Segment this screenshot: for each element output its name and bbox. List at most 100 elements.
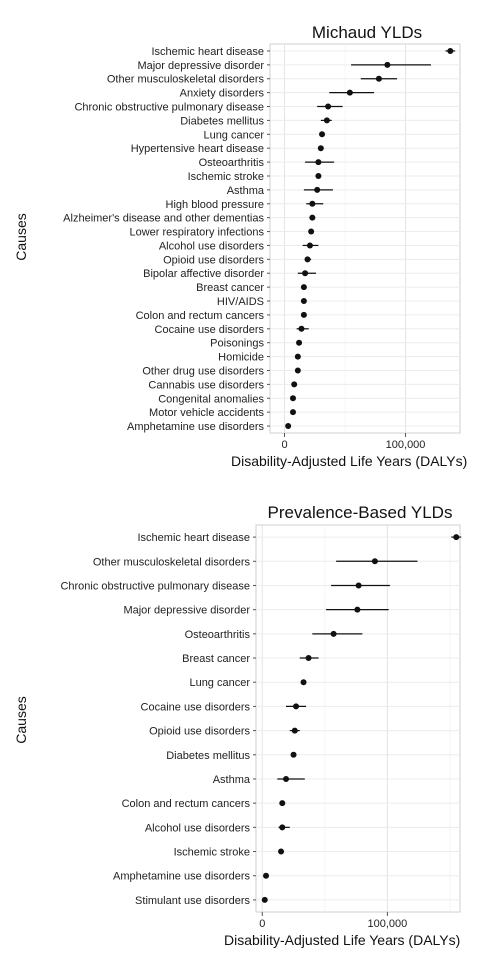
michaud-category-label: Cocaine use disorders (155, 324, 265, 336)
prevalence-category-label: Major depressive disorder (123, 605, 250, 617)
michaud-data-point (300, 284, 307, 291)
michaud-data-point (296, 339, 303, 346)
michaud-data-point (306, 242, 313, 249)
michaud-category-label: Diabetes mellitus (180, 115, 264, 127)
prevalence-data-point (305, 655, 312, 662)
michaud-y-axis-title: Causes (13, 213, 29, 260)
prevalence-chart-title: Prevalence-Based YLDs (268, 503, 453, 522)
prevalence-data-point (291, 727, 298, 734)
michaud-category-label: Asthma (227, 185, 265, 197)
michaud-x-axis-title: Disability-Adjusted Life Years (DALYs) (231, 453, 467, 469)
michaud-data-point (298, 325, 305, 332)
michaud-data-point (304, 256, 311, 263)
michaud-data-point (317, 145, 324, 152)
michaud-category-label: Anxiety disorders (180, 88, 265, 100)
prevalence-data-point (290, 751, 297, 758)
prevalence-category-label: Asthma (213, 774, 251, 786)
prevalence-category-label: Colon and rectum cancers (122, 798, 251, 810)
michaud-category-label: Breast cancer (196, 282, 264, 294)
prevalence-category-label: Stimulant use disorders (135, 895, 250, 907)
michaud-category-label: Chronic obstructive pulmonary disease (74, 102, 264, 114)
michaud-category-label: Major depressive disorder (137, 60, 264, 72)
michaud-data-point (314, 186, 321, 193)
michaud-category-label: Alzheimer's disease and other dementias (63, 213, 264, 225)
michaud-data-point (323, 117, 330, 124)
michaud-category-label: Osteoarthritis (199, 157, 265, 169)
prevalence-plot-panel (255, 524, 461, 913)
prevalence-x-tick-label: 0 (259, 918, 265, 930)
prevalence-x-axis-title: Disability-Adjusted Life Years (DALYs) (224, 932, 460, 948)
michaud-category-label: Homicide (218, 352, 264, 364)
michaud-data-point (302, 270, 309, 277)
michaud-data-point (309, 214, 316, 221)
prevalence-data-point (453, 534, 460, 541)
michaud-chart: Michaud YLDs Causes Disability-Adjusted … (13, 23, 467, 469)
prevalence-data-point (371, 558, 378, 565)
michaud-category-label: Ischemic heart disease (152, 46, 265, 58)
prevalence-data-point (279, 824, 286, 831)
prevalence-category-label: Opioid use disorders (149, 726, 250, 738)
prevalence-category-label: Ischemic stroke (174, 847, 250, 859)
michaud-data-point (300, 311, 307, 318)
michaud-category-label: Alcohol use disorders (159, 240, 265, 252)
michaud-data-point (384, 61, 391, 68)
michaud-data-point (308, 228, 315, 235)
michaud-data-point (325, 103, 332, 110)
michaud-data-point (289, 409, 296, 416)
prevalence-category-label: Breast cancer (182, 653, 250, 665)
prevalence-category-label: Alcohol use disorders (145, 822, 251, 834)
prevalence-category-label: Ischemic heart disease (138, 532, 251, 544)
michaud-category-label: Bipolar affective disorder (143, 268, 264, 280)
prevalence-data-point (279, 800, 286, 807)
michaud-data-point (319, 131, 326, 138)
michaud-category-label: Other drug use disorders (142, 365, 264, 377)
michaud-data-point (289, 395, 296, 402)
prevalence-category-label: Chronic obstructive pulmonary disease (60, 580, 250, 592)
michaud-data-point (346, 89, 353, 96)
michaud-data-point (309, 200, 316, 207)
prevalence-data-point (300, 679, 307, 686)
michaud-category-label: Poisonings (210, 338, 264, 350)
michaud-category-label: HIV/AIDS (217, 296, 264, 308)
prevalence-category-label: Osteoarthritis (185, 629, 251, 641)
michaud-x-tick-label: 0 (281, 439, 287, 451)
michaud-category-label: Congenital anomalies (158, 393, 264, 405)
prevalence-data-point (293, 703, 300, 710)
prevalence-data-point (354, 606, 361, 613)
michaud-data-point (294, 367, 301, 374)
michaud-data-point (315, 172, 322, 179)
michaud-category-label: High blood pressure (166, 199, 264, 211)
michaud-category-label: Lung cancer (203, 129, 264, 141)
michaud-data-point (294, 353, 301, 360)
prevalence-category-label: Diabetes mellitus (166, 750, 250, 762)
prevalence-data-point (263, 872, 270, 879)
prevalence-data-point (330, 630, 337, 637)
prevalence-category-label: Other musculoskeletal disorders (93, 556, 251, 568)
michaud-data-point (375, 75, 382, 82)
michaud-category-label: Motor vehicle accidents (149, 407, 264, 419)
michaud-plot-panel (269, 43, 461, 434)
michaud-data-point (291, 381, 298, 388)
michaud-x-tick-label: 100,000 (386, 439, 426, 451)
prevalence-category-label: Amphetamine use disorders (113, 871, 250, 883)
prevalence-data-point (261, 896, 268, 903)
michaud-category-label: Lower respiratory infections (129, 227, 264, 239)
michaud-category-label: Other musculoskeletal disorders (107, 74, 265, 86)
prevalence-y-axis-title: Causes (13, 696, 29, 743)
michaud-chart-title: Michaud YLDs (312, 23, 422, 42)
prevalence-category-label: Lung cancer (189, 677, 250, 689)
michaud-category-label: Cannabis use disorders (148, 379, 264, 391)
michaud-data-point (315, 159, 322, 166)
michaud-category-label: Amphetamine use disorders (127, 421, 264, 433)
michaud-category-label: Colon and rectum cancers (136, 310, 265, 322)
prevalence-data-point (283, 775, 290, 782)
prevalence-data-point (278, 848, 285, 855)
prevalence-data-point (355, 582, 362, 589)
prevalence-category-label: Cocaine use disorders (141, 701, 251, 713)
prevalence-x-tick-label: 100,000 (368, 918, 408, 930)
michaud-data-point (285, 423, 292, 430)
michaud-category-label: Opioid use disorders (163, 254, 264, 266)
prevalence-chart: Prevalence-Based YLDs Causes Disability-… (13, 503, 462, 948)
michaud-data-point (447, 47, 454, 54)
